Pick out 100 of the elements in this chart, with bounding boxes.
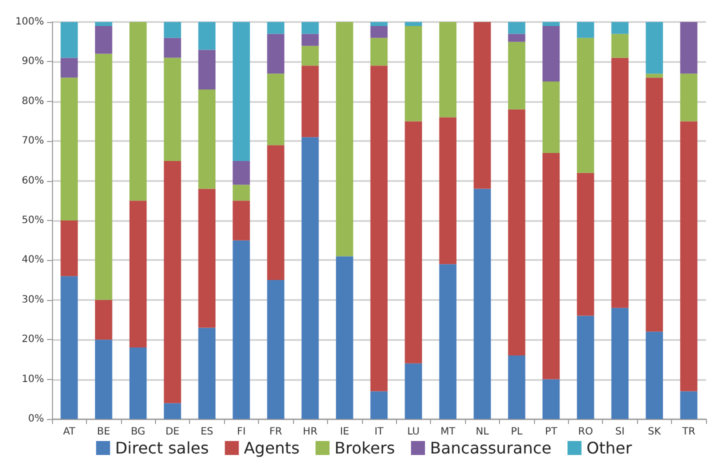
bar	[164, 22, 182, 38]
bar	[646, 78, 663, 332]
bar	[336, 256, 354, 419]
bar	[474, 22, 491, 189]
y-tick-label: 60%	[22, 175, 44, 186]
bar	[508, 22, 526, 34]
y-tick-label: 30%	[22, 294, 44, 306]
y-tick-label: 70%	[22, 136, 44, 147]
bar	[439, 117, 456, 264]
bar	[508, 109, 526, 356]
bar	[542, 22, 560, 26]
y-tick-label: 10%	[22, 374, 44, 385]
bar	[404, 363, 422, 419]
x-tick-label: IT	[374, 426, 384, 438]
bar	[302, 66, 319, 138]
y-tick-label: 100%	[15, 16, 44, 28]
bar	[439, 22, 456, 118]
bar	[542, 379, 560, 419]
bar	[95, 300, 112, 340]
bar	[576, 22, 594, 38]
bar	[232, 240, 250, 419]
bar	[404, 121, 422, 364]
x-tick-label: DE	[165, 426, 180, 438]
bar	[267, 280, 284, 419]
bar	[646, 74, 663, 78]
legend-label: Direct sales	[115, 438, 209, 458]
x-tick-label: FR	[269, 426, 282, 438]
bar	[611, 308, 629, 419]
x-tick-label: HR	[302, 426, 318, 438]
bar	[60, 220, 78, 276]
bar	[508, 34, 526, 42]
bar	[302, 46, 319, 66]
x-tick-label: PL	[510, 426, 523, 438]
bar	[611, 58, 629, 308]
legend-label: Brokers	[334, 438, 395, 458]
legend-label: Bancassurance	[430, 438, 552, 458]
bar	[95, 26, 112, 54]
y-tick-label: 0%	[28, 414, 44, 424]
bar	[680, 74, 698, 122]
bar	[576, 316, 594, 419]
bar	[576, 38, 594, 173]
x-tick-label: IE	[340, 426, 350, 438]
bar	[508, 42, 526, 110]
bar	[404, 26, 422, 122]
bar	[646, 332, 663, 419]
bar	[129, 348, 147, 419]
bar	[508, 355, 526, 419]
bar	[336, 22, 354, 256]
x-tick-label: MT	[440, 426, 456, 438]
bar	[164, 403, 182, 419]
bar	[232, 22, 250, 161]
y-tick-label: 50%	[22, 215, 44, 226]
x-tick-label: SI	[615, 426, 625, 438]
bar	[198, 328, 216, 419]
bar	[267, 22, 284, 34]
bar	[370, 66, 388, 392]
x-tick-label: RO	[578, 426, 594, 438]
x-tick-label: BG	[130, 426, 146, 438]
bar	[232, 184, 250, 201]
bar	[267, 34, 284, 74]
bar	[370, 38, 388, 66]
bar	[164, 58, 182, 161]
x-tick-label: BE	[97, 426, 110, 438]
bar	[370, 391, 388, 419]
bar	[232, 160, 250, 185]
bar	[680, 121, 698, 392]
bar	[95, 22, 112, 26]
bar	[542, 153, 560, 380]
x-tick-label: NL	[476, 426, 490, 438]
bar	[302, 137, 319, 419]
bar	[680, 391, 698, 419]
bar	[95, 340, 112, 419]
legend-label: Agents	[244, 438, 300, 458]
x-tick-label: AT	[63, 426, 76, 438]
bar	[164, 38, 182, 58]
bar	[198, 89, 216, 189]
bar	[267, 74, 284, 146]
x-tick-label: FI	[236, 426, 246, 438]
bar	[302, 22, 319, 34]
bar	[60, 276, 78, 419]
bar	[542, 26, 560, 82]
x-tick-label: TR	[681, 426, 696, 438]
x-tick-label: SK	[648, 426, 662, 438]
bar	[232, 200, 250, 240]
bar	[129, 22, 147, 201]
bar	[198, 50, 216, 90]
bar	[611, 34, 629, 58]
bar	[370, 26, 388, 38]
bar	[60, 22, 78, 58]
bar	[611, 22, 629, 34]
bar	[198, 188, 216, 328]
bar	[60, 58, 78, 78]
bar	[680, 22, 698, 74]
x-tick-label: ES	[200, 426, 214, 438]
bar	[370, 22, 388, 26]
bar	[646, 22, 663, 74]
bar	[95, 54, 112, 300]
legend-label: Other	[586, 438, 632, 458]
y-tick-label: 80%	[22, 96, 44, 107]
bar	[439, 264, 456, 419]
